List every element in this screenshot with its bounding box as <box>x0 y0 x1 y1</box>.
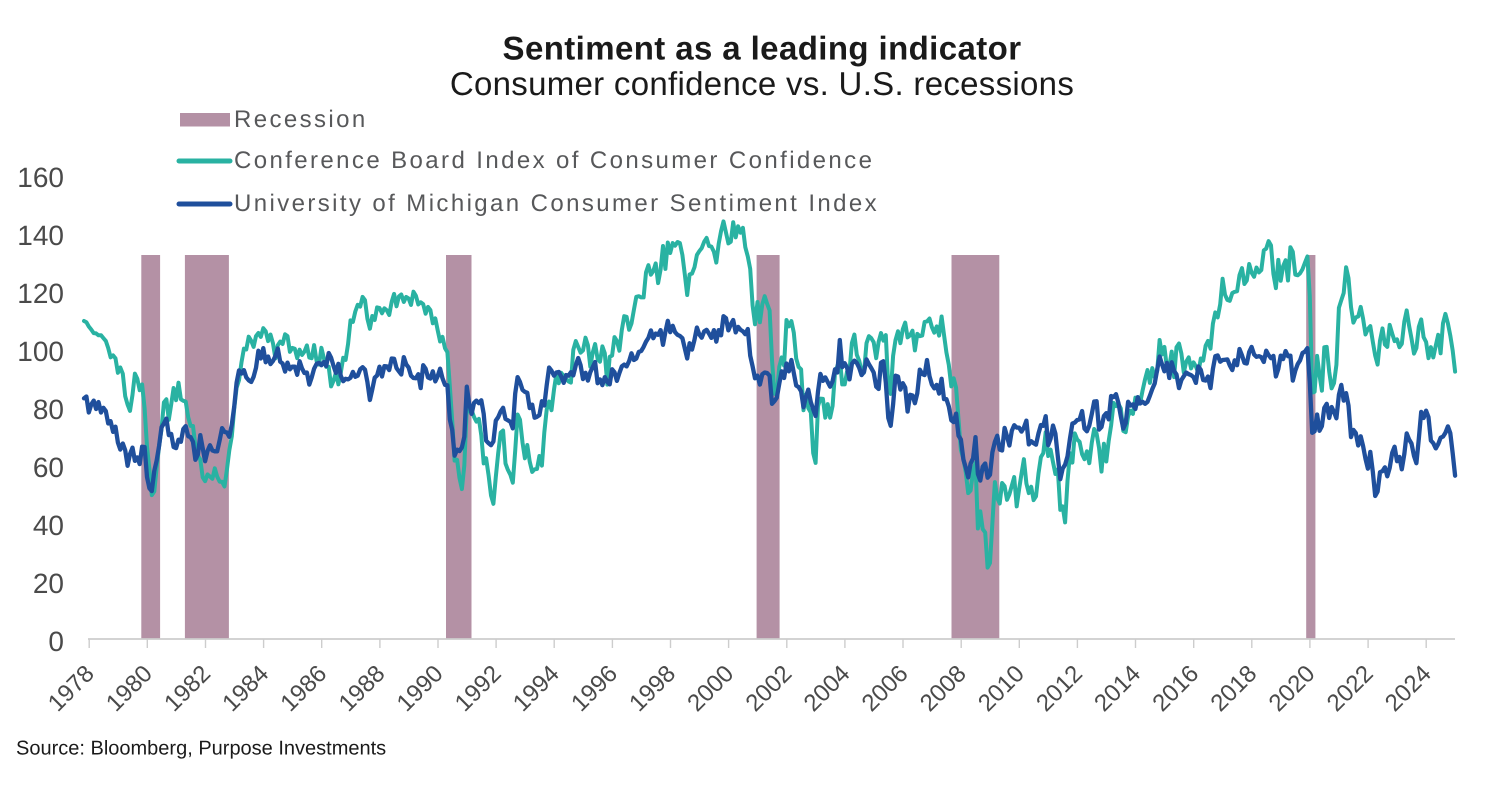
svg-text:140: 140 <box>17 220 64 251</box>
svg-text:20: 20 <box>33 568 64 599</box>
svg-text:University of Michigan Consume: University of Michigan Consumer Sentimen… <box>234 190 879 217</box>
svg-text:60: 60 <box>33 452 64 483</box>
svg-text:100: 100 <box>17 336 64 367</box>
svg-text:Source: Bloomberg, Purpose Inv: Source: Bloomberg, Purpose Investments <box>16 738 386 760</box>
svg-text:Recession: Recession <box>234 106 368 133</box>
svg-text:120: 120 <box>17 278 64 309</box>
svg-text:Consumer confidence vs. U.S. r: Consumer confidence vs. U.S. recessions <box>450 65 1074 102</box>
svg-text:Sentiment as a leading indicat: Sentiment as a leading indicator <box>503 30 1022 67</box>
svg-text:160: 160 <box>17 162 64 193</box>
svg-text:0: 0 <box>48 626 64 657</box>
svg-text:80: 80 <box>33 394 64 425</box>
svg-text:40: 40 <box>33 510 64 541</box>
svg-text:Conference Board Index of Cons: Conference Board Index of Consumer Confi… <box>234 147 874 174</box>
